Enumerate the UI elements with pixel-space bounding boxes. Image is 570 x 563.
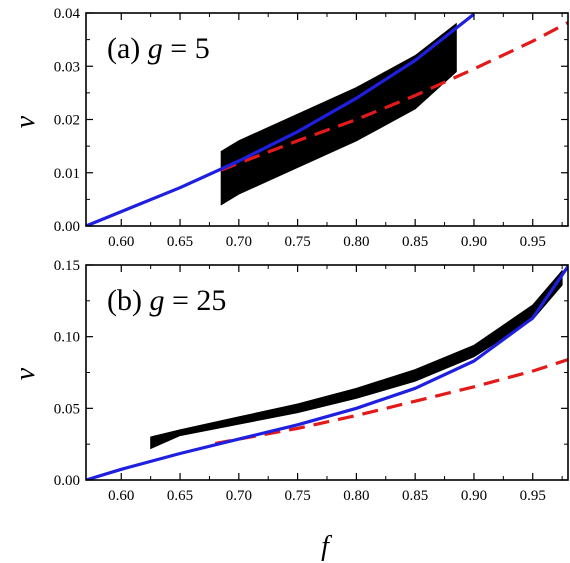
panel-a-xtick-label: 0.85 [402, 234, 428, 250]
panel-a-ticks: 0.60 0.65 0.70 0.75 0.80 0.85 0.90 0.95 0.00 0.01… [54, 6, 568, 250]
panel-b-xtick-label: 0.75 [284, 488, 310, 504]
panel-b-label: (b) g = 25 [107, 284, 226, 317]
panel-b-xtick-label: 0.65 [167, 488, 193, 504]
panel-a-band [220, 22, 457, 206]
panel-a-ytick-label: 0.03 [54, 59, 80, 75]
panel-a-ylabel: ν [10, 115, 41, 128]
panel-a-ytick-label: 0.00 [54, 219, 80, 235]
panel-b-band [150, 269, 563, 450]
panel-b-ytick-label: 0.00 [54, 473, 80, 489]
panel-a-xtick-label: 0.70 [226, 234, 252, 250]
panel-b: 0.60 0.65 0.70 0.75 0.80 0.85 0.90 0.95 0.00 0.05… [10, 258, 569, 562]
panel-b-ytick-label: 0.15 [54, 258, 80, 274]
panel-b-solid-line [86, 265, 568, 480]
panel-b-xlabel: f [321, 531, 332, 562]
panel-a: 0.60 0.65 0.70 0.75 0.80 0.85 0.90 0.95 0.00 0.01… [10, 6, 569, 250]
panel-a-ytick-label: 0.01 [54, 166, 80, 182]
panel-b-xtick-label: 0.90 [461, 488, 487, 504]
panel-b-ylabel: ν [10, 367, 41, 380]
panel-b-ytick-label: 0.10 [54, 330, 80, 346]
panel-b-xtick-label: 0.95 [520, 488, 546, 504]
panel-a-xtick-label: 0.90 [461, 234, 487, 250]
panel-b-ytick-label: 0.05 [54, 401, 80, 417]
panel-a-xtick-label: 0.95 [520, 234, 546, 250]
panel-a-dashed-line [220, 21, 568, 172]
panel-a-solid-line [86, 13, 475, 226]
panel-b-xtick-label: 0.70 [226, 488, 252, 504]
panel-a-ytick-label: 0.04 [54, 6, 81, 22]
panel-b-xtick-label: 0.80 [343, 488, 369, 504]
panel-b-xtick-label: 0.85 [402, 488, 428, 504]
panel-b-xtick-label: 0.60 [108, 488, 134, 504]
panel-a-marks [86, 13, 568, 226]
panel-b-marks [86, 265, 568, 480]
panel-a-xtick-label: 0.80 [343, 234, 369, 250]
panel-a-ytick-label: 0.02 [54, 113, 80, 129]
panel-a-xtick-label: 0.75 [284, 234, 310, 250]
panel-a-xtick-label: 0.60 [108, 234, 134, 250]
panel-b-ticks: 0.60 0.65 0.70 0.75 0.80 0.85 0.90 0.95 0.00 0.05… [54, 258, 568, 504]
panel-a-label: (a) g = 5 [107, 32, 210, 65]
panel-a-xtick-label: 0.65 [167, 234, 193, 250]
